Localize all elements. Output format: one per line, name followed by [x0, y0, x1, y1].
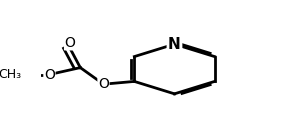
Text: N: N: [168, 37, 181, 52]
Text: O: O: [98, 77, 109, 91]
Text: O: O: [44, 67, 55, 82]
Text: CH₃: CH₃: [0, 68, 21, 81]
Text: O: O: [65, 36, 75, 50]
